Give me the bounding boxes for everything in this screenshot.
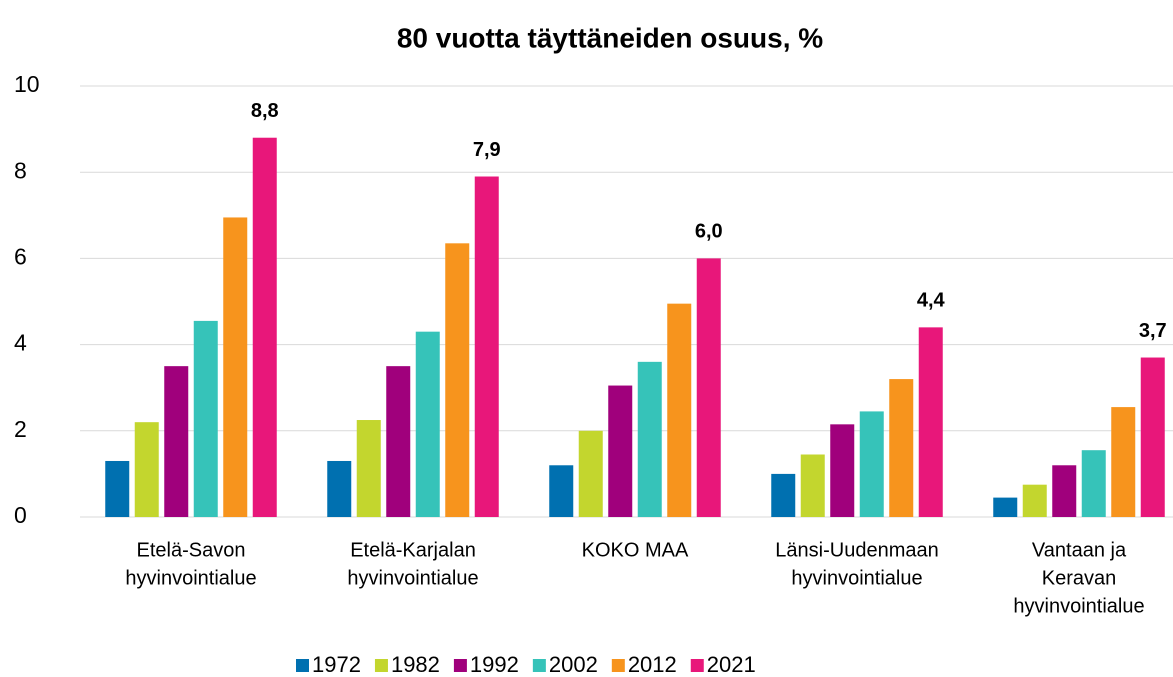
bar <box>105 460 130 517</box>
bar <box>386 366 411 517</box>
bar <box>164 366 189 517</box>
bar <box>608 385 633 517</box>
bar <box>993 497 1018 517</box>
legend-label: 1982 <box>391 652 440 677</box>
legend-label: 2002 <box>549 652 598 677</box>
legend-swatch <box>690 659 704 672</box>
legend-swatch <box>374 659 388 672</box>
chart-title: 80 vuotta täyttäneiden osuus, % <box>397 22 823 53</box>
bar <box>1081 450 1106 517</box>
value-label: 3,7 <box>1139 320 1167 342</box>
x-tick-label: KOKO MAA <box>582 539 689 561</box>
bar <box>1111 407 1136 517</box>
y-tick-label: 4 <box>14 330 27 356</box>
bar <box>415 331 440 517</box>
y-tick-label: 2 <box>14 416 27 442</box>
legend-swatch <box>453 659 467 672</box>
legend-label: 1992 <box>470 652 519 677</box>
x-tick-label: Vantaan ja <box>1032 539 1127 561</box>
legend-swatch <box>611 659 625 672</box>
bar <box>637 361 662 517</box>
x-tick-label: Länsi-Uudenmaan <box>775 539 938 561</box>
bar <box>134 422 159 517</box>
bar <box>445 243 470 517</box>
bar <box>1052 465 1077 517</box>
bar <box>327 460 352 517</box>
bar <box>889 379 914 517</box>
value-label: 4,4 <box>917 290 946 312</box>
y-tick-label: 8 <box>14 157 27 183</box>
x-tick-label: hyvinvointialue <box>791 567 922 589</box>
value-label: 7,9 <box>473 139 501 161</box>
legend-label: 2021 <box>707 652 756 677</box>
bar <box>859 411 884 517</box>
bar <box>667 303 692 517</box>
bar <box>252 137 277 517</box>
bar <box>696 258 721 517</box>
x-tick-label: Keravan <box>1042 567 1117 589</box>
value-label: 6,0 <box>695 221 723 243</box>
legend-swatch <box>296 659 309 672</box>
y-tick-label: 0 <box>14 502 27 528</box>
bar <box>830 424 855 517</box>
legend-swatch <box>532 659 546 672</box>
y-tick-label: 10 <box>14 71 40 97</box>
legend-label: 2012 <box>628 652 677 677</box>
bar <box>549 465 574 517</box>
bar <box>918 327 943 517</box>
x-tick-label: Etelä-Karjalan <box>350 539 476 561</box>
x-tick-label: hyvinvointialue <box>1013 595 1144 617</box>
value-label: 8,8 <box>251 100 279 122</box>
bar <box>193 320 218 517</box>
bar <box>474 176 499 517</box>
bar <box>1140 357 1165 517</box>
bar <box>800 454 825 517</box>
bar <box>578 430 603 517</box>
y-tick-label: 6 <box>14 243 27 269</box>
bar <box>356 420 381 517</box>
bar <box>771 473 796 517</box>
x-tick-label: Etelä-Savon <box>137 539 246 561</box>
legend-label: 1972 <box>312 652 361 677</box>
bar <box>1022 484 1047 517</box>
bar <box>223 217 248 517</box>
x-tick-label: hyvinvointialue <box>347 567 478 589</box>
x-tick-label: hyvinvointialue <box>125 567 256 589</box>
